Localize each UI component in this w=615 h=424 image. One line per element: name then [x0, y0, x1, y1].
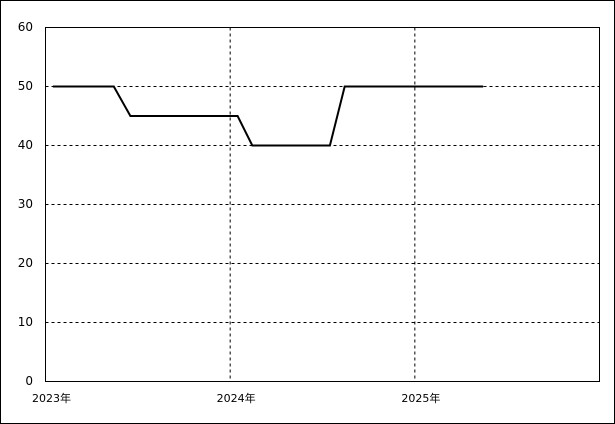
x-tick-label: 2024年 [217, 391, 256, 405]
data-line [52, 85, 484, 147]
y-tick-label: 40 [18, 138, 33, 152]
plot-frame [45, 27, 600, 382]
y-tick-label: 50 [18, 79, 33, 93]
x-tick-label: 2023年 [32, 391, 71, 405]
y-tick-label: 60 [18, 20, 33, 34]
y-tick-label: 30 [18, 197, 33, 211]
y-tick-label: 10 [18, 315, 33, 329]
x-tick-label: 2025年 [401, 391, 440, 405]
y-tick-label: 20 [18, 256, 33, 270]
y-tick-label: 0 [25, 374, 33, 388]
